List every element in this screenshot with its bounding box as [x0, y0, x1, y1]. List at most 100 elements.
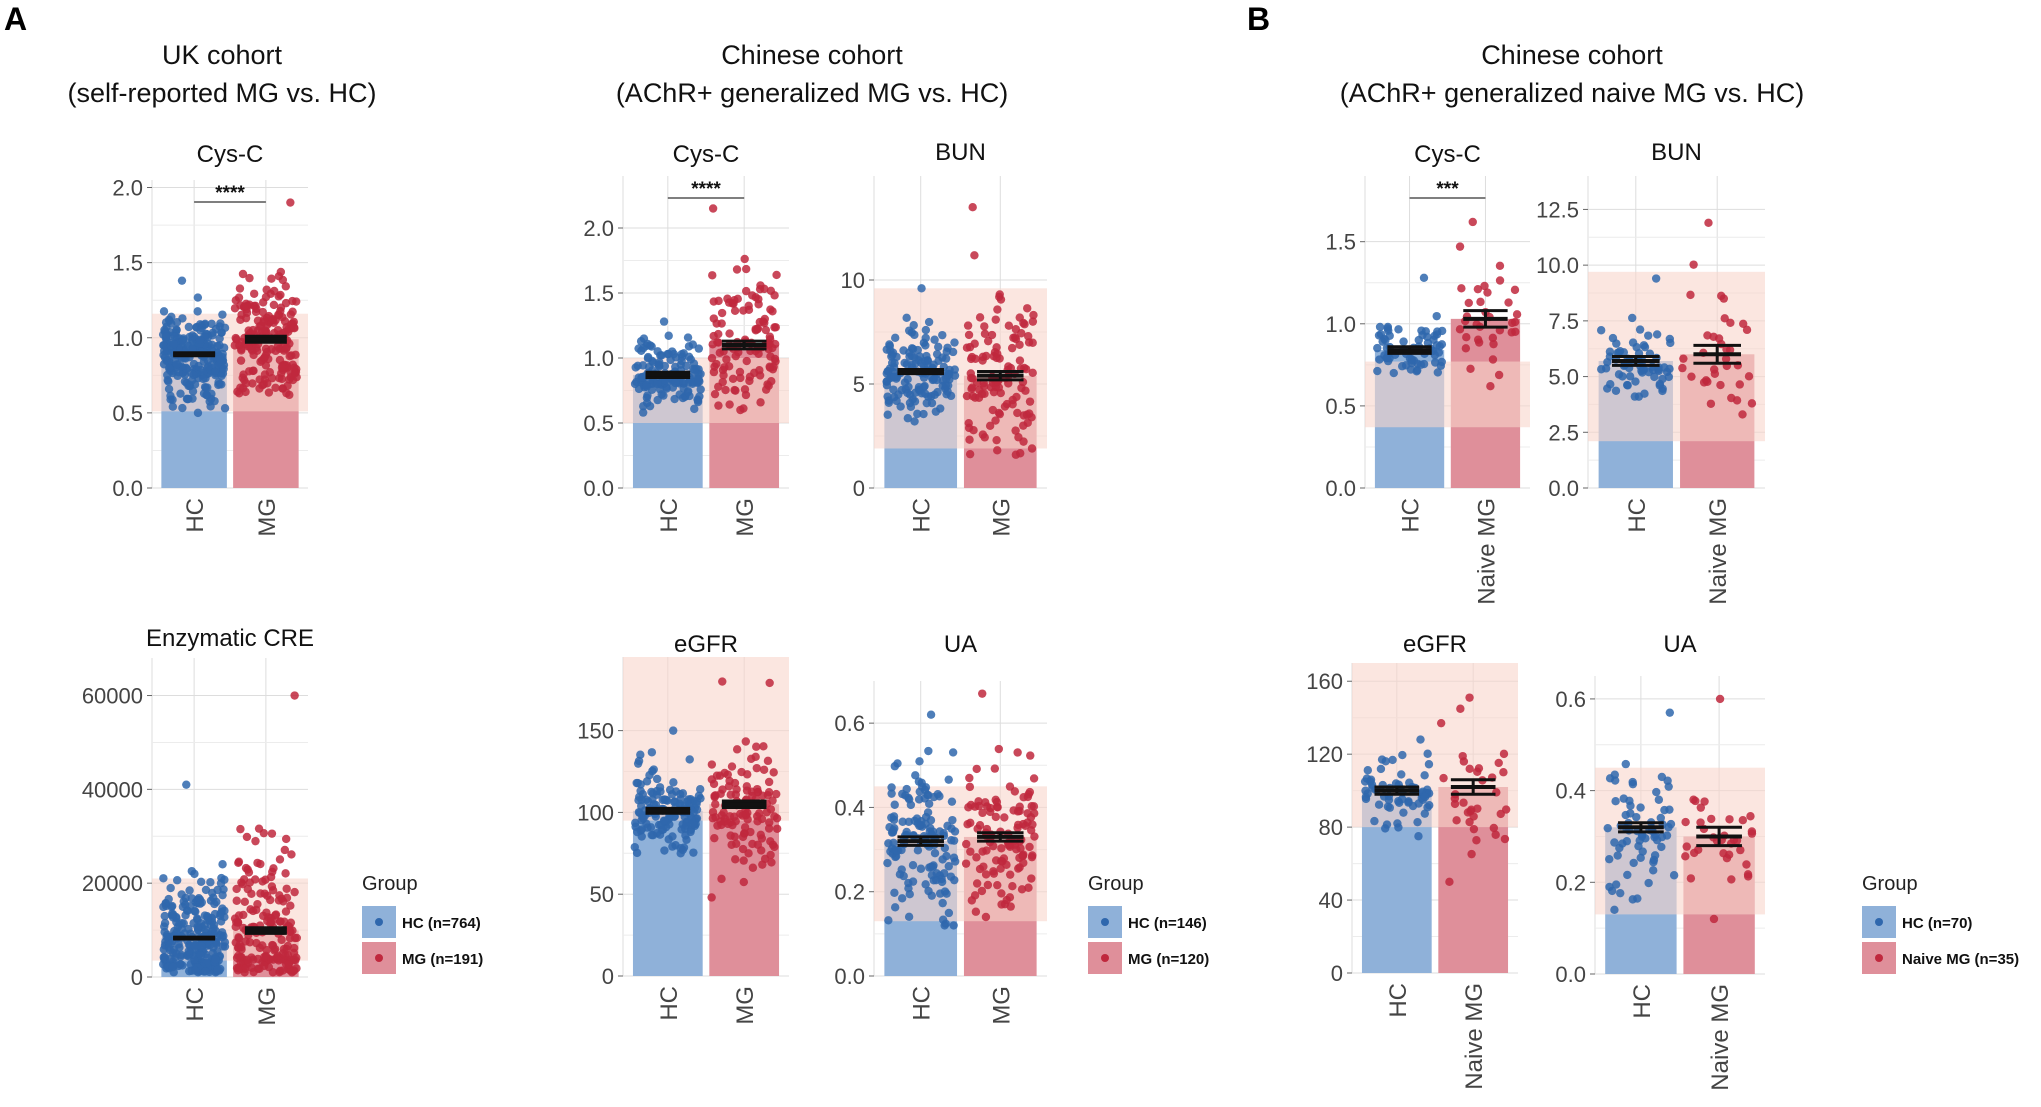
data-point [662, 383, 671, 392]
data-point [732, 785, 741, 794]
data-point [1637, 832, 1647, 841]
legend-label-hc: HC (n=764) [402, 915, 481, 932]
data-point [1664, 372, 1673, 382]
data-point [1735, 380, 1744, 389]
y-tick-label: 12.5 [1536, 197, 1579, 222]
data-point [764, 824, 774, 833]
data-point [1605, 347, 1615, 356]
data-point [247, 346, 257, 355]
data-point [236, 824, 245, 834]
data-point [201, 885, 211, 895]
data-point [1028, 820, 1037, 829]
data-point [160, 911, 169, 921]
data-point [633, 827, 642, 837]
data-point [1437, 357, 1446, 367]
legend-title: Group [362, 873, 418, 895]
data-point [233, 943, 243, 952]
data-point [916, 864, 926, 873]
data-point [1738, 816, 1748, 825]
data-point [177, 276, 187, 285]
data-point [1019, 318, 1028, 328]
data-point [882, 381, 892, 390]
y-tick-label: 100 [577, 800, 614, 825]
data-point [184, 394, 193, 404]
data-point [208, 943, 218, 952]
data-point [1611, 797, 1620, 806]
data-point [1687, 372, 1696, 381]
data-point [1473, 284, 1483, 294]
chart-title: Cys-C [1414, 141, 1481, 168]
data-point [639, 334, 649, 343]
legend-uk: Group HC (n=764) MG (n=191) [362, 873, 483, 974]
data-point [1407, 355, 1416, 364]
data-point [1013, 748, 1022, 757]
data-point [1486, 381, 1495, 391]
data-point [201, 967, 210, 976]
data-point [1425, 801, 1434, 810]
data-point [638, 373, 648, 382]
data-point [184, 924, 193, 934]
data-point [929, 861, 938, 870]
data-point [196, 877, 206, 886]
data-point [979, 862, 988, 871]
y-tick-label: 20000 [82, 871, 143, 896]
data-point [195, 335, 205, 345]
legend-label-mg: MG (n=120) [1128, 951, 1209, 968]
data-point [905, 890, 914, 899]
data-point [978, 689, 987, 698]
x-category-label: MG [254, 987, 281, 1026]
data-point [1666, 819, 1676, 829]
data-point [1437, 326, 1447, 336]
data-point [1375, 322, 1385, 332]
data-point [965, 773, 974, 783]
data-point [246, 905, 255, 914]
data-point [1363, 789, 1372, 798]
data-point [1004, 840, 1013, 850]
data-point [741, 286, 751, 296]
data-point [1603, 823, 1612, 833]
data-point [942, 390, 951, 399]
data-point [218, 860, 227, 869]
data-point [993, 305, 1002, 314]
data-point [917, 284, 926, 293]
data-point [986, 807, 995, 817]
cohort-title-naive-line2: (AChR+ generalized naive MG vs. HC) [1340, 78, 1804, 108]
data-point [969, 426, 978, 435]
panel-letter-b: B [1247, 1, 1270, 37]
data-point [752, 763, 761, 773]
data-point [770, 812, 779, 821]
data-point [668, 832, 677, 841]
x-category-label: HC [1629, 984, 1656, 1019]
data-point [887, 813, 896, 822]
data-point [1747, 827, 1757, 836]
data-point [1703, 377, 1712, 386]
chart-5-ua: 0.0 0.2 0.4 0.6 HC MG UA [834, 631, 1047, 1025]
data-point [908, 860, 918, 870]
data-point [963, 820, 972, 829]
data-point [172, 360, 182, 369]
data-point [964, 330, 974, 340]
data-point [1480, 281, 1489, 291]
data-point [176, 389, 185, 398]
data-point [913, 846, 923, 855]
data-point [938, 330, 947, 340]
data-point [913, 409, 922, 419]
data-point [1383, 324, 1392, 333]
significance-label: **** [691, 179, 721, 200]
data-point [1621, 810, 1630, 820]
data-point [170, 332, 179, 341]
chart-title: Enzymatic CRE [146, 625, 314, 652]
data-point [643, 797, 653, 806]
y-tick-label: 80 [1319, 815, 1343, 840]
data-point [921, 880, 930, 889]
chart-3-bun: 0 5 10 HC MG BUN [841, 139, 1047, 537]
data-point [1363, 766, 1373, 775]
data-point [948, 815, 957, 825]
data-point [759, 742, 768, 751]
data-point [211, 955, 220, 964]
data-point [1013, 408, 1022, 418]
data-point [980, 329, 990, 338]
data-point [281, 834, 291, 844]
data-point [181, 911, 190, 920]
data-point [235, 284, 245, 293]
